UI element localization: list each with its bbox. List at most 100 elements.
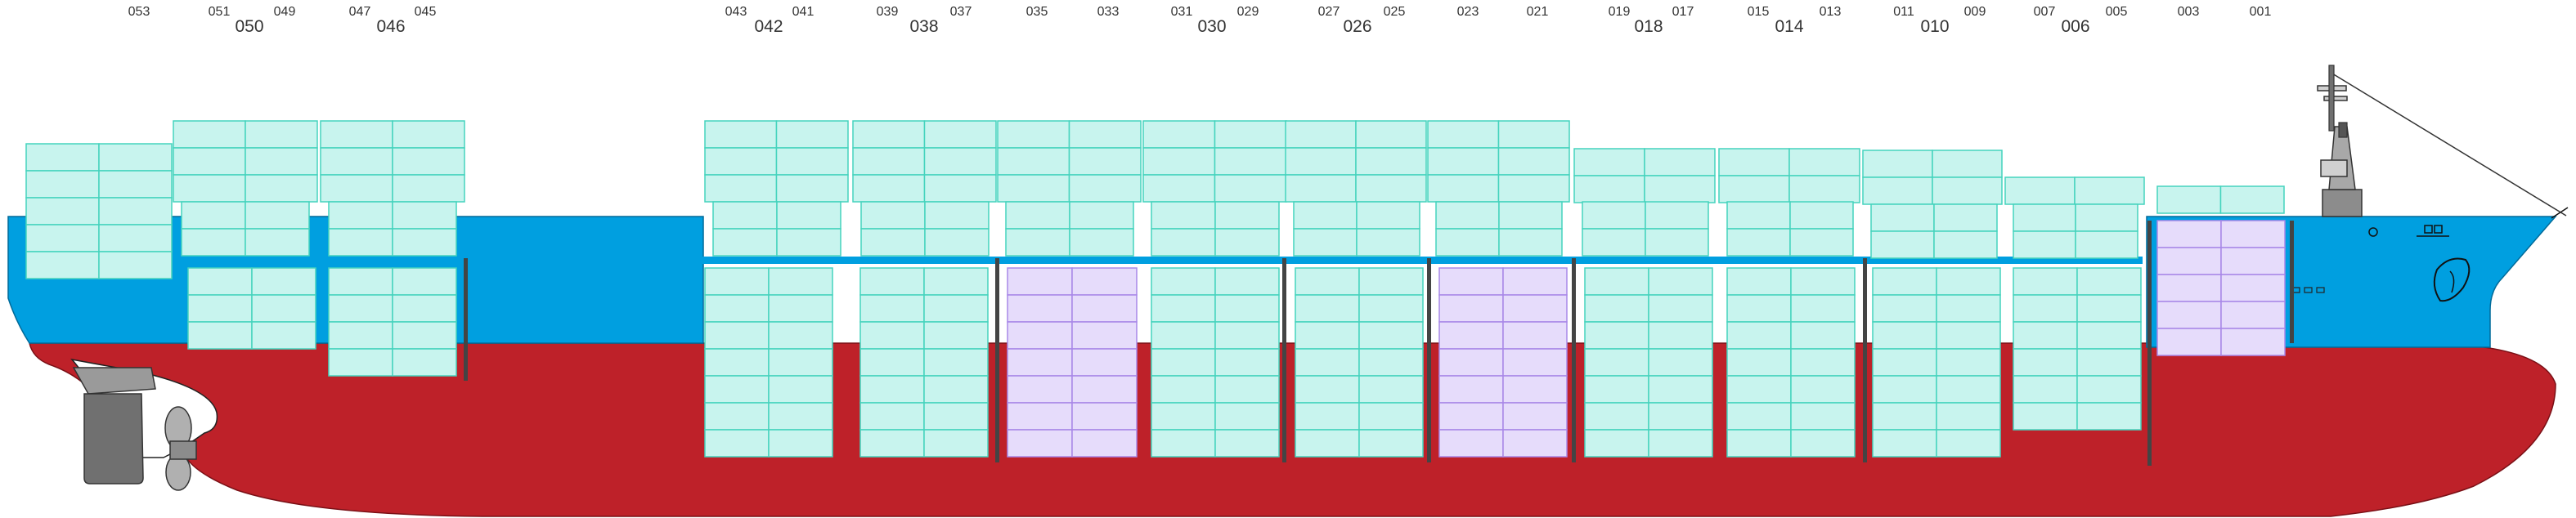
mast-pole	[2328, 65, 2335, 132]
deck-stack-cell	[1788, 148, 1860, 176]
hold-stack-cell	[1936, 267, 2001, 296]
deck-stack-cell	[852, 120, 926, 149]
hold-stack-cell	[1936, 375, 2001, 404]
deck-stack-cell	[776, 201, 841, 230]
deck-stack-cell	[173, 174, 246, 203]
bay-label-small: 025	[1384, 5, 1406, 19]
hold-stack-cell	[1295, 267, 1360, 296]
hold-stack-cell	[328, 321, 393, 350]
deck-stack-cell	[1789, 228, 1854, 257]
deck-stack-cell	[2075, 230, 2138, 259]
deck-stack-cell	[2013, 230, 2076, 259]
hold-stack-cell	[2013, 375, 2078, 404]
hold-stack-cell	[1151, 402, 1216, 431]
bay-label-large: 014	[1775, 17, 1803, 36]
deck-stack-cell	[1718, 148, 1790, 176]
hold-stack-cell	[1007, 402, 1073, 431]
hold-stack-cell	[1214, 267, 1280, 296]
hold-stack-cell	[1726, 429, 1792, 458]
hold-stack-cell	[704, 321, 770, 350]
hold-stack-cell	[1502, 402, 1568, 431]
deck-stack-cell	[704, 147, 778, 176]
hold-stack-cell	[1936, 321, 2001, 350]
hold-stack-cell	[1358, 321, 1424, 350]
deck-stack-cell	[1870, 230, 1935, 259]
deck-stack-cell	[25, 143, 100, 172]
deck-stack-cell	[1862, 176, 1933, 205]
deck-stack-cell	[776, 228, 841, 257]
deck-stack-cell	[98, 197, 173, 226]
hold-stack-cell	[1151, 375, 1216, 404]
hold-stack-cell	[1071, 321, 1138, 350]
hold-stack-cell	[923, 267, 989, 296]
deck-stack-cell	[1933, 230, 1998, 259]
deck-stack-cell	[712, 201, 778, 230]
hold-stack-cell	[1502, 267, 1568, 296]
hold-stack-cell	[1872, 402, 1937, 431]
deck-stack-cell	[2219, 185, 2285, 214]
deck-stack-cell	[1005, 228, 1070, 257]
deck-stack-cell	[2074, 176, 2145, 205]
bay-stacks	[25, 120, 2286, 458]
deck-stack-cell	[1005, 201, 1070, 230]
hold-stack-cell	[1584, 429, 1649, 458]
hold-stack-cell	[1502, 321, 1568, 350]
deck-stack-cell	[1142, 174, 1216, 203]
hold-stack-cell	[1790, 429, 1856, 458]
bay-label-small: 023	[1457, 5, 1479, 19]
hold-stack-cell	[1584, 348, 1649, 377]
hold-stack-cell	[1936, 429, 2001, 458]
deck-stack-cell	[1645, 228, 1709, 257]
deck-stack-cell	[1355, 174, 1427, 203]
hold-stack-cell	[392, 348, 457, 377]
hold-stack-cell	[923, 375, 989, 404]
hold-stack-cell	[2076, 294, 2142, 323]
hold-stack-cell	[251, 321, 316, 350]
deck-stack-cell	[320, 147, 393, 176]
deck-stack-cell	[1932, 176, 2003, 205]
hold-stack-cell	[768, 321, 833, 350]
hold-stack-cell	[1872, 429, 1937, 458]
deck-stack-cell	[1214, 201, 1280, 230]
hold-stack-cell	[1502, 375, 1568, 404]
deck-stack-cell	[1573, 175, 1645, 203]
bay-label-small: 019	[1609, 5, 1631, 19]
hold-stack-cell	[1007, 267, 1073, 296]
hold-stack-cell	[2220, 301, 2286, 329]
hold-stack-cell	[2156, 328, 2222, 356]
hold-stack-cell	[1358, 429, 1424, 458]
deck-stack-cell	[775, 174, 849, 203]
deck-stack-cell	[1788, 175, 1860, 203]
bay-label-large: 026	[1343, 17, 1371, 36]
bulkhead	[464, 258, 468, 381]
hold-stack-cell	[2013, 294, 2078, 323]
hold-stack-cell	[1358, 375, 1424, 404]
hold-stack-cell	[2013, 267, 2078, 296]
deck-stack-cell	[245, 174, 318, 203]
deck-stack-cell	[245, 201, 310, 230]
bay-label-large: 010	[1920, 17, 1949, 36]
hold-stack-cell	[1071, 294, 1138, 323]
bulkheads	[464, 221, 2294, 466]
hold-stack-cell	[1295, 429, 1360, 458]
hold-stack-cell	[392, 294, 457, 323]
hold-stack-cell	[328, 348, 393, 377]
hold-stack-cell	[1438, 348, 1504, 377]
hold-stack-cell	[1726, 375, 1792, 404]
bow-window-icon	[2424, 225, 2433, 234]
hold-stack-cell	[1648, 348, 1713, 377]
hold-stack-cell	[1790, 375, 1856, 404]
deck-stack-cell	[712, 228, 778, 257]
deck-stack-cell	[924, 228, 990, 257]
hold-stack-cell	[1007, 294, 1073, 323]
bay-label-large: 018	[1634, 17, 1663, 36]
hold-stack-cell	[1151, 267, 1216, 296]
propeller-hub	[169, 440, 197, 460]
vent-icon	[2304, 287, 2313, 293]
deck-stack-cell	[1285, 120, 1357, 149]
bay-label-small: 033	[1097, 5, 1120, 19]
deck-stack-cell	[1932, 150, 2003, 178]
bay-label-small: 001	[2250, 5, 2272, 19]
hold-stack-cell	[2076, 402, 2142, 431]
